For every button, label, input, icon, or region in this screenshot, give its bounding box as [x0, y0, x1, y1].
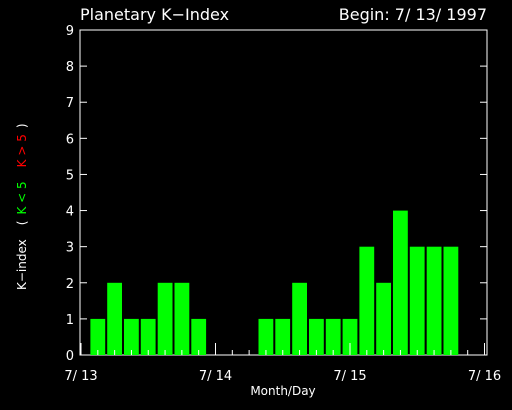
- y-tick-label: 8: [66, 60, 74, 75]
- y-axis-label-open-paren: (: [15, 221, 29, 226]
- y-axis-label-green-part: K < 5: [15, 181, 29, 214]
- bar: [376, 282, 391, 355]
- bar: [393, 210, 408, 355]
- y-tick-label: 5: [66, 168, 74, 183]
- y-tick-label: 6: [66, 132, 74, 147]
- x-tick-label: 7/ 13: [64, 369, 97, 384]
- bar: [359, 246, 375, 355]
- bar: [107, 282, 122, 355]
- bar: [443, 246, 459, 355]
- chart-subtitle: Begin: 7/ 13/ 1997: [339, 5, 487, 24]
- bar: [409, 246, 425, 355]
- bar: [258, 318, 274, 355]
- bar: [342, 318, 358, 355]
- chart-title: Planetary K−Index: [80, 5, 229, 24]
- y-tick-label: 4: [66, 205, 74, 220]
- bar: [174, 282, 190, 355]
- y-axis-label: K−index ( K < 5 K > 5): [15, 123, 29, 290]
- x-tick-label: 7/ 15: [333, 369, 366, 384]
- bar: [309, 318, 324, 355]
- bar: [140, 318, 156, 355]
- plot-frame: [79, 29, 488, 356]
- bar: [292, 282, 307, 355]
- bar: [325, 318, 341, 355]
- x-axis-label: Month/Day: [250, 384, 315, 398]
- bar: [157, 282, 173, 355]
- bar: [426, 246, 442, 355]
- bar: [275, 318, 291, 355]
- y-axis: 0 1 2 3 4 5 6 7 8 9: [66, 24, 487, 364]
- bar: [191, 318, 207, 355]
- y-tick-label: 1: [66, 313, 74, 328]
- x-tick-label: 7/ 16: [468, 369, 501, 384]
- bars-group: [90, 210, 459, 355]
- y-tick-label: 7: [66, 96, 74, 111]
- y-axis-label-close-paren: ): [15, 123, 29, 128]
- y-tick-label: 2: [66, 277, 74, 292]
- y-axis-label-red-part: K > 5: [15, 134, 29, 167]
- y-tick-label: 3: [66, 241, 74, 256]
- x-tick-label: 7/ 14: [199, 369, 232, 384]
- y-tick-label: 9: [66, 24, 74, 39]
- y-tick-label: 0: [66, 349, 74, 364]
- bar: [124, 318, 139, 355]
- x-axis: 7/ 13 7/ 14 7/ 15 7/ 16: [64, 343, 501, 384]
- bar: [90, 318, 106, 355]
- y-axis-label-prefix: K−index: [15, 239, 29, 290]
